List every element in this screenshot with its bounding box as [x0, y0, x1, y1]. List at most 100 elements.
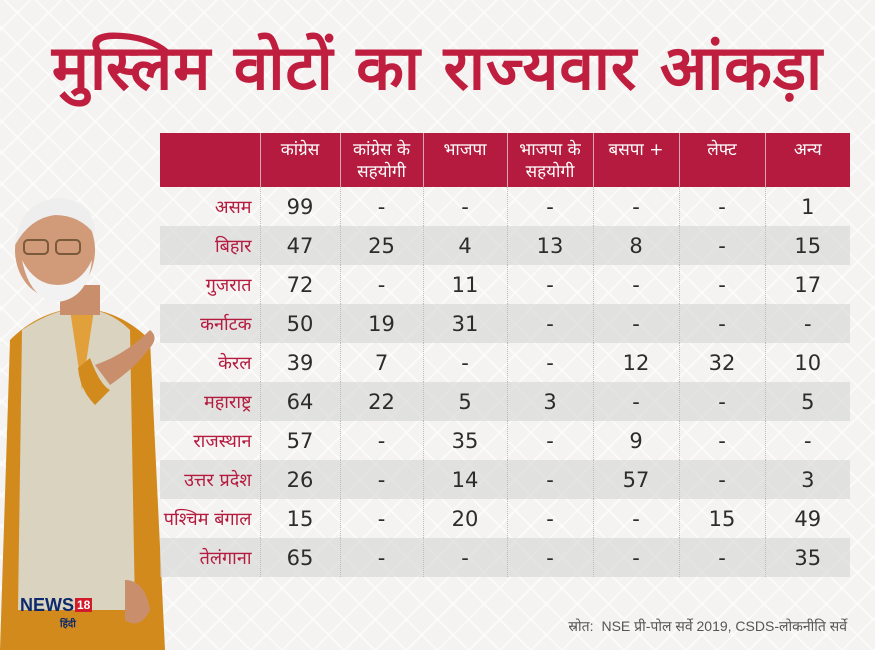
cell-value: 9 [593, 421, 680, 460]
logo-brand: NEWS [20, 595, 74, 615]
cell-value: 5 [423, 382, 508, 421]
state-name: तेलंगाना [160, 538, 261, 577]
cell-value: - [423, 187, 508, 226]
cell-value: 8 [593, 226, 680, 265]
cell-value: - [593, 538, 680, 577]
person-illustration [0, 198, 165, 650]
header-bsp: बसपा + [593, 133, 680, 187]
table-row: असम 99 - - - - - 1 [160, 187, 850, 226]
cell-value: - [679, 382, 766, 421]
state-name: केरल [160, 343, 261, 382]
cell-value: 64 [260, 382, 341, 421]
cell-value: 35 [765, 538, 850, 577]
cell-value: - [423, 538, 508, 577]
table-row: तेलंगाना 65 - - - - - 35 [160, 538, 850, 577]
cell-value: - [679, 460, 766, 499]
header-state [160, 133, 261, 187]
table-row: राजस्थान 57 - 35 - 9 - - [160, 421, 850, 460]
cell-value: - [340, 187, 424, 226]
cell-value: 72 [260, 265, 341, 304]
cell-value: 49 [794, 506, 822, 531]
cell-value: - [593, 382, 680, 421]
cell-value: - [340, 265, 424, 304]
cell-value: 4 [423, 226, 508, 265]
table-header-row: कांग्रेस कांग्रेस के सहयोगी भाजपा भाजपा … [160, 133, 850, 187]
cell-value: - [593, 499, 680, 538]
cell-value: 15 [679, 499, 766, 538]
cell-value: - [340, 460, 424, 499]
cell-value: - [679, 226, 766, 265]
cell-value: - [340, 421, 424, 460]
cell-value: - [593, 187, 680, 226]
cell-value: - [679, 187, 766, 226]
source-note: स्रोत: NSE प्री-पोल सर्वे 2019, CSDS-लोकन… [568, 617, 847, 636]
cell-value: 1 [801, 194, 815, 219]
cell-value: - [679, 421, 766, 460]
cell-value: 10 [794, 350, 822, 375]
cell-value: - [507, 265, 594, 304]
header-left: लेफ्ट [679, 133, 766, 187]
cell-value: 14 [423, 460, 508, 499]
cell-value: 11 [423, 265, 508, 304]
cell-value: - [765, 304, 850, 343]
cell-value: - [507, 304, 594, 343]
news18-logo: NEWS 18 हिंदी [20, 595, 93, 634]
page-title: मुस्लिम वोटों का राज्यवार आंकड़ा [51, 31, 824, 104]
cell-value: - [507, 538, 594, 577]
header-congress-allies: कांग्रेस के सहयोगी [340, 133, 424, 187]
table-row: पश्चिम बंगाल 15 - 20 - - 15 49 [160, 499, 850, 538]
cell-value: 22 [340, 382, 424, 421]
logo-sub: हिंदी [60, 619, 76, 630]
cell-value: 15 [260, 499, 341, 538]
cell-value: 12 [593, 343, 680, 382]
cell-value: - [679, 265, 766, 304]
cell-value: - [507, 460, 594, 499]
cell-value: - [679, 304, 766, 343]
header-bjp-allies: भाजपा के सहयोगी [507, 133, 594, 187]
source-text: NSE प्री-पोल सर्वे 2019, CSDS-लोकनीति सर… [601, 618, 847, 634]
state-name: राजस्थान [160, 421, 261, 460]
cell-value: 47 [260, 226, 341, 265]
cell-value: 19 [340, 304, 424, 343]
cell-value: 31 [423, 304, 508, 343]
logo-number: 18 [75, 598, 93, 612]
cell-value: - [679, 538, 766, 577]
cell-value: - [423, 343, 508, 382]
cell-value: - [593, 304, 680, 343]
cell-value: - [507, 421, 594, 460]
cell-value: - [507, 187, 594, 226]
cell-value: 25 [340, 226, 424, 265]
cell-value: 20 [423, 499, 508, 538]
cell-value: 5 [765, 382, 850, 421]
cell-value: 15 [765, 226, 850, 265]
header-bjp: भाजपा [423, 133, 508, 187]
table-row: केरल 39 7 - - 12 32 10 [160, 343, 850, 382]
cell-value: 65 [260, 538, 341, 577]
state-name: बिहार [160, 226, 261, 265]
cell-value: 7 [340, 343, 424, 382]
cell-value: 13 [507, 226, 594, 265]
cell-value: 3 [765, 460, 850, 499]
cell-value: 57 [260, 421, 341, 460]
cell-value: - [507, 499, 594, 538]
state-vote-table: कांग्रेस कांग्रेस के सहयोगी भाजपा भाजपा … [160, 133, 850, 577]
cell-value: 39 [260, 343, 341, 382]
cell-value: - [593, 265, 680, 304]
cell-value: 57 [593, 460, 680, 499]
cell-value: - [340, 538, 424, 577]
state-name: असम [160, 187, 261, 226]
cell-value: 26 [260, 460, 341, 499]
cell-value: 99 [260, 187, 341, 226]
source-label: स्रोत: [568, 618, 594, 634]
table-row: गुजरात 72 - 11 - - - 17 [160, 265, 850, 304]
cell-value: 17 [794, 272, 822, 297]
table-row: महाराष्ट्र 64 22 5 3 - - 5 [160, 382, 850, 421]
state-name: उत्तर प्रदेश [160, 460, 261, 499]
state-name: महाराष्ट्र [160, 382, 261, 421]
state-name: पश्चिम बंगाल [160, 499, 261, 538]
cell-value: - [507, 343, 594, 382]
state-name: गुजरात [160, 265, 261, 304]
cell-value: - [803, 428, 812, 453]
table-row: बिहार 47 25 4 13 8 - 15 [160, 226, 850, 265]
cell-value: 50 [260, 304, 341, 343]
